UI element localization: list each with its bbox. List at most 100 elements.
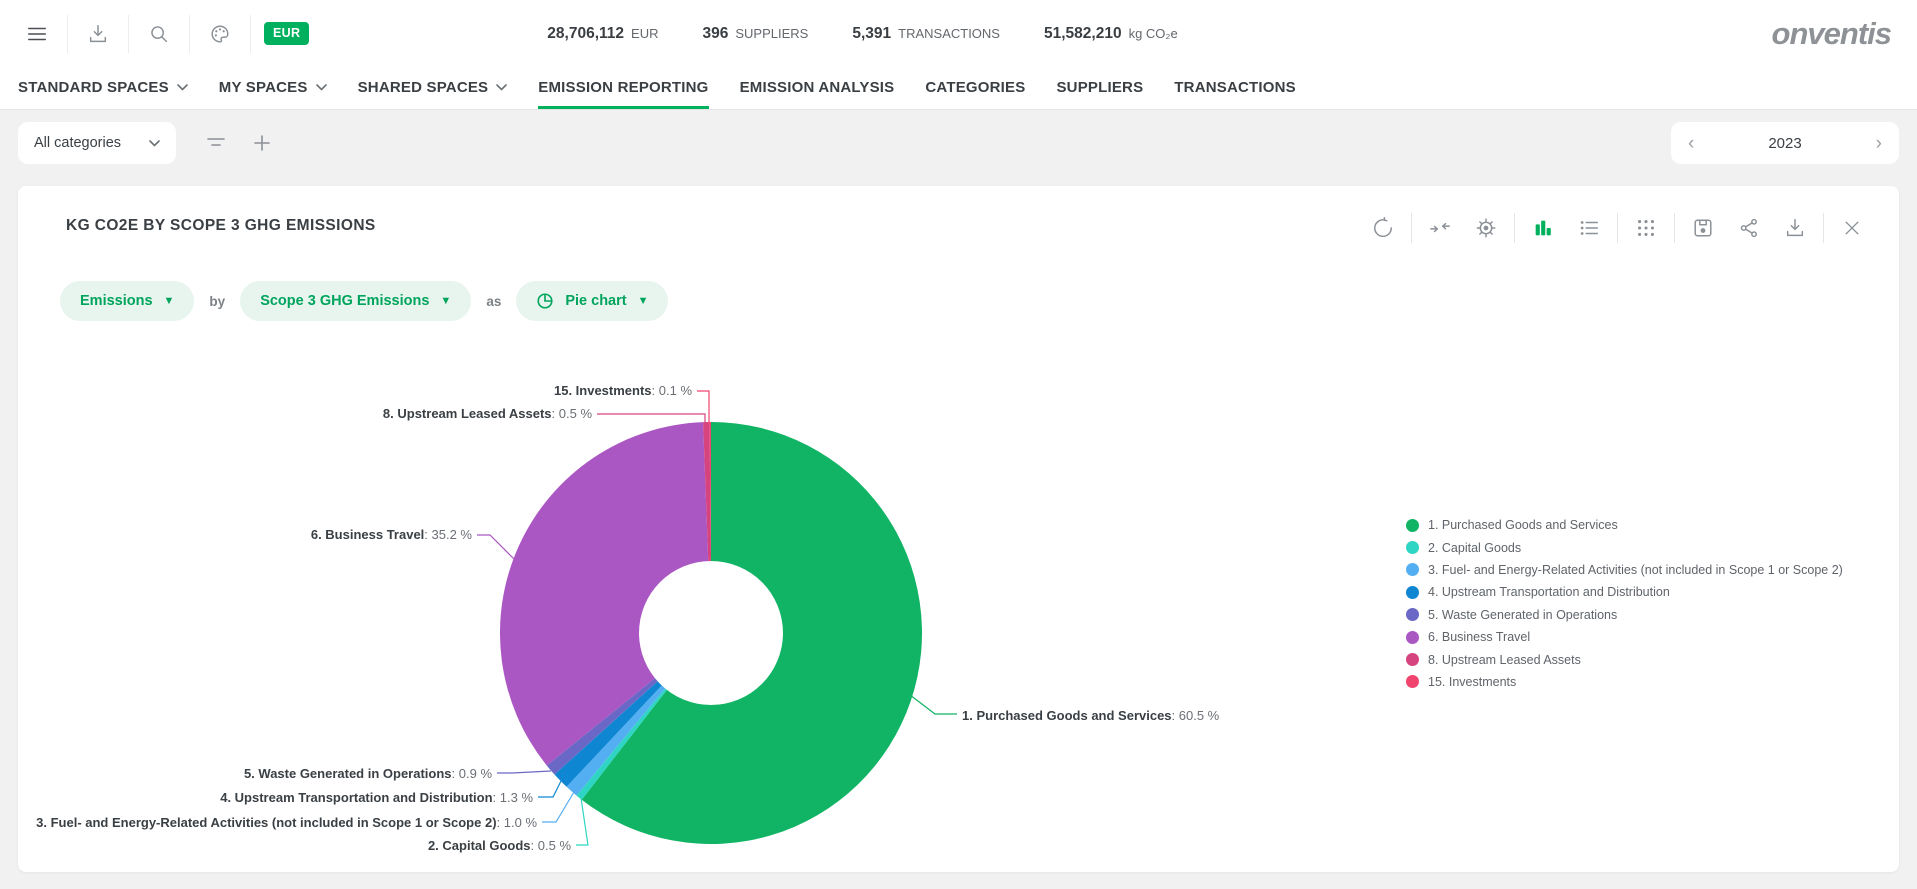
tab-emission-reporting[interactable]: EMISSION REPORTING (538, 67, 709, 109)
slice-label: 6. Business Travel: 35.2 % (311, 527, 473, 542)
tab-label: EMISSION ANALYSIS (739, 79, 895, 96)
pie-slice-6[interactable] (500, 422, 711, 766)
filter-icon[interactable] (204, 131, 228, 155)
stat-suppliers: 396 SUPPLIERS (702, 25, 808, 43)
metric-value: Emissions (80, 293, 153, 309)
chart-legend: 1. Purchased Goods and Services 2. Capita… (1406, 514, 1843, 693)
tab-label: EMISSION REPORTING (538, 79, 709, 96)
legend-item-6[interactable]: 6. Business Travel (1406, 626, 1843, 648)
list-icon[interactable] (1566, 208, 1612, 248)
legend-dot (1406, 630, 1419, 644)
card-toolbar (1360, 208, 1875, 248)
legend-item-5[interactable]: 5. Waste Generated in Operations (1406, 604, 1843, 626)
legend-label: 4. Upstream Transportation and Distribut… (1428, 585, 1670, 600)
legend-label: 1. Purchased Goods and Services (1428, 518, 1618, 533)
legend-label: 3. Fuel- and Energy-Related Activities (… (1428, 562, 1843, 577)
pie-chart-icon (537, 293, 553, 309)
stat-transactions: 5,391 TRANSACTIONS (852, 25, 1000, 43)
legend-item-4[interactable]: 4. Upstream Transportation and Distribut… (1406, 581, 1843, 603)
label-leader-line (697, 390, 710, 424)
legend-label: 2. Capital Goods (1428, 540, 1522, 555)
legend-dot (1406, 563, 1419, 577)
query-builder: Emissions ▼ by Scope 3 GHG Emissions ▼ a… (60, 281, 669, 321)
tab-categories[interactable]: CATEGORIES (925, 67, 1025, 109)
by-label: by (209, 293, 226, 309)
refresh-icon[interactable] (1360, 208, 1406, 248)
tab-label: TRANSACTIONS (1174, 79, 1296, 96)
collapse-icon[interactable] (1417, 208, 1463, 248)
palette-icon[interactable] (203, 17, 237, 51)
slice-label: 4. Upstream Transportation and Distribut… (220, 790, 533, 805)
chevron-down-icon (496, 84, 508, 91)
category-dropdown-value: All categories (34, 135, 122, 151)
metric-dropdown[interactable]: Emissions ▼ (60, 281, 195, 321)
slice-label: 8. Upstream Leased Assets: 0.5 % (383, 406, 593, 421)
main-nav: STANDARD SPACES MY SPACES SHARED SPACES … (0, 67, 1917, 110)
legend-dot (1406, 585, 1419, 599)
tab-label: SUPPLIERS (1056, 79, 1144, 96)
menu-icon[interactable] (20, 17, 54, 51)
stat-label: SUPPLIERS (735, 25, 809, 41)
stat-value: 28,706,112 (547, 24, 625, 42)
label-leader-line (542, 791, 575, 823)
kpi-stats: 28,706,112 EUR 396 SUPPLIERS 5,391 TRANS… (547, 25, 1177, 43)
chart-type-dropdown[interactable]: Pie chart ▼ (516, 281, 669, 321)
divider (128, 14, 129, 53)
tab-shared-spaces[interactable]: SHARED SPACES (358, 67, 508, 109)
label-leader-line (538, 780, 562, 798)
legend-item-7[interactable]: 8. Upstream Leased Assets (1406, 648, 1843, 670)
report-card: KG CO2E BY SCOPE 3 GHG EMISSIONS (18, 186, 1899, 872)
chevron-down-icon (176, 84, 188, 91)
legend-item-8[interactable]: 15. Investments (1406, 671, 1843, 693)
tab-standard-spaces[interactable]: STANDARD SPACES (18, 67, 188, 109)
legend-item-3[interactable]: 3. Fuel- and Energy-Related Activities (… (1406, 559, 1843, 581)
currency-badge[interactable]: EUR (264, 22, 310, 45)
donut-hole (639, 561, 783, 705)
plus-icon[interactable] (250, 131, 274, 155)
chevron-down-icon (149, 139, 160, 146)
donut-chart: 1. Purchased Goods and Services: 60.5 % 2… (36, 383, 1220, 853)
divider (1823, 213, 1824, 243)
as-label: as (486, 293, 502, 309)
grid-icon[interactable] (1623, 208, 1669, 248)
tab-label: SHARED SPACES (357, 79, 489, 96)
share-icon[interactable] (1726, 208, 1772, 248)
chevron-down-icon (315, 84, 327, 91)
label-leader-line (597, 413, 706, 425)
tab-emission-analysis[interactable]: EMISSION ANALYSIS (740, 67, 895, 109)
legend-dot (1406, 675, 1419, 689)
stat-total-spend: 28,706,112 EUR (547, 25, 658, 43)
category-dropdown[interactable]: All categories (18, 122, 177, 164)
divider (1411, 213, 1412, 243)
settings-icon[interactable] (1463, 208, 1509, 248)
legend-dot (1406, 608, 1419, 622)
slice-label: 3. Fuel- and Energy-Related Activities (… (36, 815, 537, 830)
stat-value: 396 (702, 24, 729, 42)
divider (189, 14, 190, 53)
close-icon[interactable] (1829, 208, 1875, 248)
bar-chart-icon[interactable] (1520, 208, 1566, 248)
prev-year-icon[interactable]: ‹ (1688, 132, 1695, 154)
stat-label: kg CO₂e (1128, 25, 1178, 41)
tab-transactions[interactable]: TRANSACTIONS (1174, 67, 1296, 109)
tab-suppliers[interactable]: SUPPLIERS (1056, 67, 1143, 109)
label-leader-line (892, 681, 957, 715)
label-leader-line (497, 770, 552, 774)
stat-label: EUR (631, 25, 659, 41)
card-title: KG CO2E BY SCOPE 3 GHG EMISSIONS (66, 217, 376, 234)
download-icon[interactable] (1772, 208, 1818, 248)
stat-label: TRANSACTIONS (898, 25, 1000, 41)
legend-item-2[interactable]: 2. Capital Goods (1406, 536, 1843, 558)
legend-item-1[interactable]: 1. Purchased Goods and Services (1406, 514, 1843, 536)
tab-label: CATEGORIES (925, 79, 1026, 96)
legend-dot (1406, 541, 1419, 555)
chevron-down-icon: ▼ (637, 295, 649, 307)
save-icon[interactable] (1680, 208, 1726, 248)
divider (250, 14, 251, 53)
next-year-icon[interactable]: › (1875, 132, 1882, 154)
slice-label: 1. Purchased Goods and Services: 60.5 % (962, 708, 1220, 723)
dimension-dropdown[interactable]: Scope 3 GHG Emissions ▼ (240, 281, 472, 321)
tab-my-spaces[interactable]: MY SPACES (219, 67, 327, 109)
search-icon[interactable] (142, 17, 176, 51)
download-icon[interactable] (81, 17, 115, 51)
